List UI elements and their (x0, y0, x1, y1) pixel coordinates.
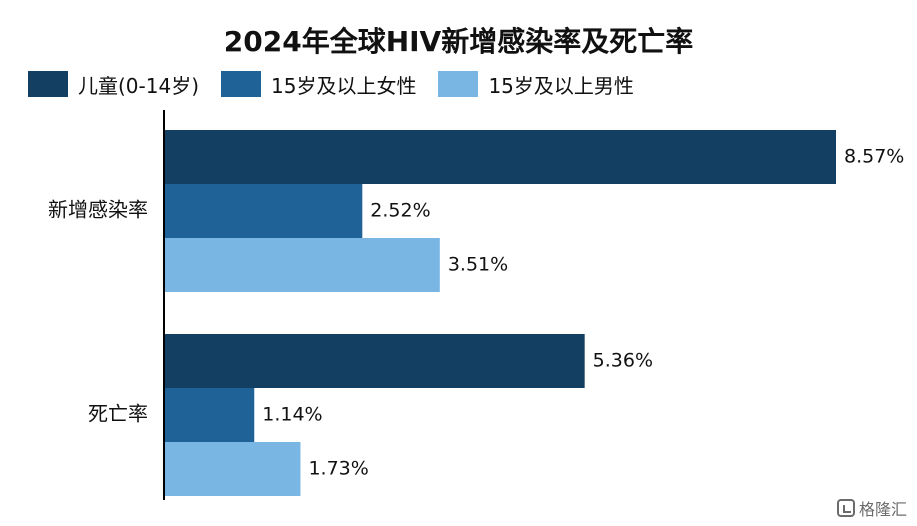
bar-female (165, 388, 255, 442)
glh-logo-icon (836, 499, 855, 517)
data-label: 5.36% (593, 350, 653, 372)
data-label: 1.73% (308, 458, 368, 480)
category-label: 新增感染率 (48, 198, 148, 222)
legend-label-female: 15岁及以上女性 (271, 73, 417, 98)
legend-swatch-female (221, 71, 261, 97)
legend-item-male: 15岁及以上男性 (438, 70, 634, 99)
legend: 儿童(0-14岁) 15岁及以上女性 15岁及以上男性 (28, 68, 634, 100)
bar-female (165, 184, 363, 238)
bar-male (165, 442, 301, 496)
legend-swatch-male (438, 71, 479, 97)
data-label: 3.51% (448, 254, 508, 276)
chart-title: 2024年全球HIV新增感染率及死亡率 (223, 25, 694, 58)
legend-item-female: 15岁及以上女性 (221, 70, 416, 99)
legend-swatch-children (28, 71, 68, 97)
watermark-brand: 格隆汇 (858, 500, 907, 519)
bar-children (165, 130, 836, 184)
data-label: 2.52% (370, 200, 430, 222)
watermark: 格隆汇 (836, 496, 907, 520)
category-label: 死亡率 (88, 402, 148, 426)
legend-label-children: 儿童(0-14岁) (78, 73, 199, 98)
data-label: 1.14% (262, 404, 322, 426)
legend-item-children: 儿童(0-14岁) (28, 70, 199, 99)
bar-male (165, 238, 440, 292)
data-label: 8.57% (844, 146, 904, 168)
legend-label-male: 15岁及以上男性 (488, 73, 634, 98)
bar-children (165, 334, 585, 388)
